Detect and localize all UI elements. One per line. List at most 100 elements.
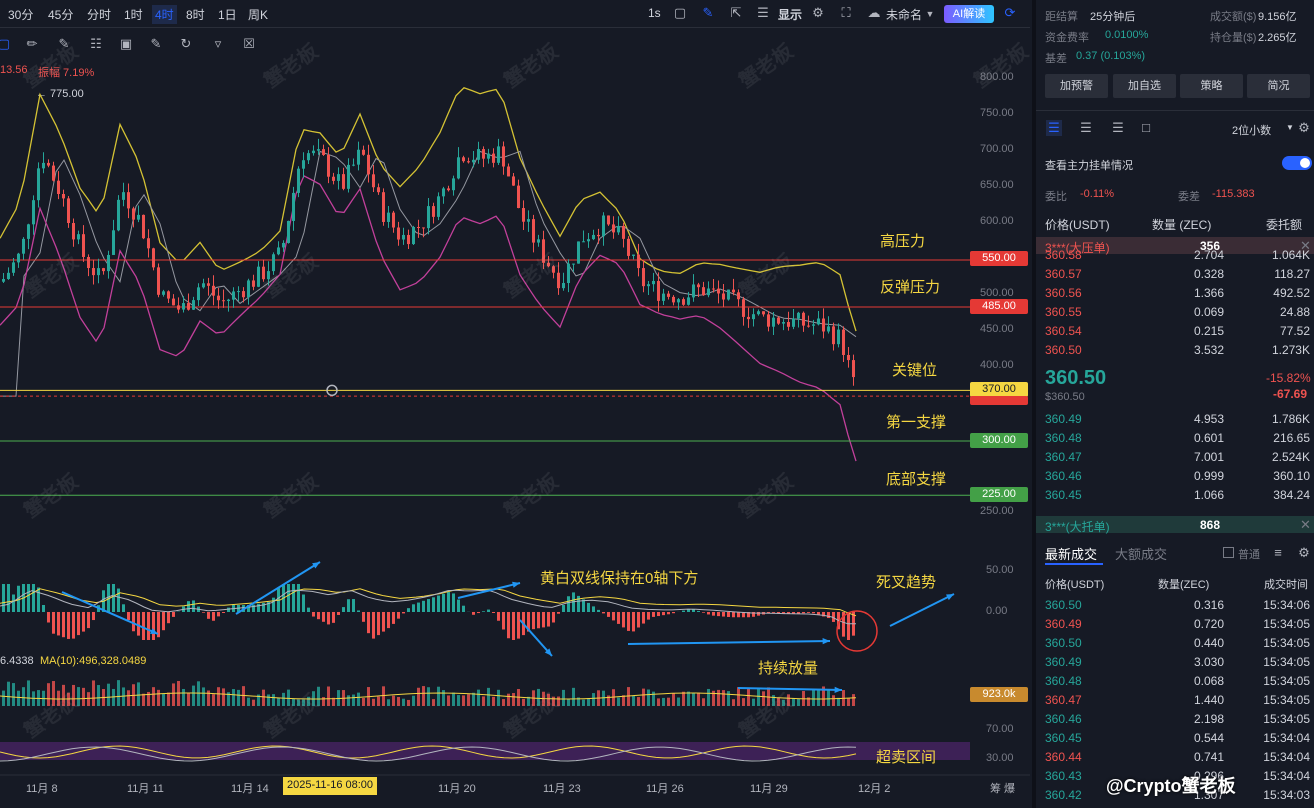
price-axis-tick: 750.00 [980,107,1014,119]
timeframe-1h[interactable]: 1时 [124,8,143,22]
big-ask-row[interactable]: 3***(大压单) 356 ✕ [1036,237,1314,255]
candle-tool-icon[interactable]: ☷ [90,36,102,51]
bid-row[interactable]: 360.49 4.953 1.786K [1036,410,1314,429]
timeframe-30m[interactable]: 30分 [8,8,34,22]
decimals-select[interactable]: 2位小数 [1232,125,1272,137]
timeframe-1d[interactable]: 1日 [218,8,237,22]
bid-row[interactable]: 360.47 7.001 2.524K [1036,448,1314,467]
candle [452,178,455,191]
bid-row[interactable]: 360.45 1.066 384.24 [1036,486,1314,505]
lock-icon[interactable]: ▣ [119,36,133,51]
arrow-head [512,581,520,588]
filter-icon[interactable]: ▿ [214,36,222,51]
depth-toggle[interactable] [1282,156,1312,170]
orderbook-depth-icon[interactable]: □ [1142,120,1150,135]
close-icon[interactable]: ✕ [1300,517,1311,532]
orderbook-bids-icon[interactable]: ☰ [1080,120,1092,135]
macd-bar [682,610,685,612]
big-bid-row[interactable]: 3***(大托单) 868 ✕ [1036,516,1314,534]
trade-header-qty[interactable]: 数量(ZEC) [1158,579,1210,591]
candle [257,266,260,287]
camera-icon[interactable]: ▢ [673,5,687,20]
trade-time: 15:34:03 [1263,788,1310,802]
chevron-down-icon[interactable]: ▼ [1286,123,1294,132]
volume-bar [502,699,505,706]
note-icon[interactable]: ✎ [150,36,162,51]
magnet-icon[interactable]: ↻ [180,36,192,51]
chip-explode-buttons[interactable]: 筹 爆 [990,783,1016,795]
macd-bar [692,609,695,612]
settings-icon[interactable]: ⚙ [812,5,824,20]
candle [147,238,150,249]
candle [717,288,720,294]
trade-price: 360.47 [1045,693,1082,707]
ask-row[interactable]: 360.54 0.215 77.52 [1036,322,1314,341]
volume-bar [447,695,450,706]
interval-button[interactable]: 1s [648,6,661,20]
indicator-icon[interactable]: ☰ [757,5,769,20]
share-icon[interactable]: ⟳ [1004,5,1016,20]
candle [797,312,800,319]
timeframe-4h[interactable]: 4时 [152,5,177,24]
annotation-arrow [519,619,553,657]
trade-qty: 1.440 [1193,693,1224,707]
oi-label: 持仓量($) [1210,32,1257,44]
macd-bar [167,612,170,624]
overview-button[interactable]: 简况 [1247,74,1310,98]
normal-checkbox[interactable] [1223,547,1234,558]
orderbook-asks-icon[interactable]: ☰ [1112,120,1124,135]
trade-time: 15:34:05 [1263,655,1310,669]
draw-icon[interactable]: ✎ [702,5,714,20]
close-icon[interactable]: ✕ [1300,238,1311,253]
ask-row[interactable]: 360.50 3.532 1.273K [1036,341,1314,360]
filter-icon[interactable]: ≡ [1274,545,1282,560]
trade-row: 360.50 0.440 15:34:05 [1036,634,1314,653]
pen-icon[interactable]: ✎ [58,36,70,51]
candle [317,149,320,151]
strategy-button[interactable]: 策略 [1180,74,1243,98]
ask-row[interactable]: 360.58 2.704 1.064K [1036,246,1314,265]
bid-row[interactable]: 360.48 0.601 216.65 [1036,429,1314,448]
ask-row[interactable]: 360.57 0.328 118.27 [1036,265,1314,284]
chevron-down-icon[interactable]: ▼ [925,9,935,19]
tab-latest-trades[interactable]: 最新成交 [1045,547,1098,562]
display-button[interactable]: 显示 [778,8,803,22]
timeframe-tick[interactable]: 分时 [87,8,112,22]
trade-row: 360.45 0.544 15:34:04 [1036,729,1314,748]
orderbook-both-icon[interactable]: ☰ [1046,120,1062,136]
trade-price: 360.45 [1045,731,1082,745]
candle [92,268,95,276]
panel-divider[interactable] [1032,0,1036,808]
candle [537,239,540,243]
volume-bar [497,689,500,706]
layout-name[interactable]: 未命名 [886,8,923,22]
timeframe-8h[interactable]: 8时 [186,8,205,22]
bid-row[interactable]: 360.46 0.999 360.10 [1036,467,1314,486]
ruler-icon[interactable]: ✏ [26,36,38,51]
tab-large-trades[interactable]: 大额成交 [1115,547,1168,562]
macd-bar [202,612,205,613]
alert-button[interactable]: 加预警 [1045,74,1108,98]
price-level-tag: 300.00 [970,433,1028,448]
ai-button[interactable]: AI解读 [944,5,994,23]
ask-row[interactable]: 360.56 1.366 492.52 [1036,284,1314,303]
bid-amount: 2.524K [1271,450,1310,464]
trash-icon[interactable]: ☒ [243,36,255,51]
cursor-icon[interactable]: ▢ [0,36,11,51]
volume-bar [627,687,630,706]
watchlist-button[interactable]: 加自选 [1113,74,1176,98]
candle [347,164,350,189]
price-chart[interactable] [0,0,1030,808]
volume-bar [127,690,130,706]
settings-icon[interactable]: ⚙ [1298,120,1310,135]
timeframe-1w[interactable]: 周K [248,8,269,22]
macd-bar [127,612,130,621]
candle [327,154,330,177]
fullscreen-icon[interactable]: ⛶ [841,5,851,20]
header-amount[interactable]: 委托额 [1266,218,1303,232]
settings-icon[interactable]: ⚙ [1298,545,1310,560]
ask-row[interactable]: 360.55 0.069 24.88 [1036,303,1314,322]
crop-icon[interactable]: ⇱ [730,5,742,20]
timeframe-45m[interactable]: 45分 [48,8,74,22]
candle [207,283,210,286]
